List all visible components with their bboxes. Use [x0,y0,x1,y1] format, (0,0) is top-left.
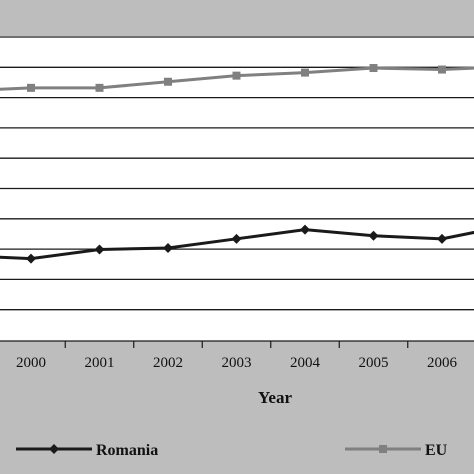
data-point-eu [438,65,446,74]
legend-label-romania: Romania [96,442,158,459]
data-point-eu [369,64,378,73]
x-tick-label: 2001 [85,355,115,371]
data-point-eu [95,83,104,92]
data-point-eu [27,83,35,92]
data-point-eu [301,68,309,77]
legend: Romania EU [16,442,448,459]
data-point-romania [231,233,242,244]
series-lines [0,64,474,264]
gridlines [0,36,474,311]
data-point-eu [164,77,172,86]
x-tick-label: 2000 [16,355,46,371]
x-tick-label: 2006 [427,355,458,371]
data-point-eu [232,71,241,80]
data-point-romania [94,244,105,255]
legend-marker-eu [379,445,387,453]
x-tick-label: 2004 [290,355,321,371]
x-axis: 2000 2001 2002 2003 2004 2005 2006 [0,340,474,371]
x-axis-title: Year [258,388,292,407]
x-tick-label: 2002 [153,355,183,371]
data-point-romania [300,224,310,235]
legend-marker-romania [49,444,59,454]
x-tick-label: 2003 [222,355,252,371]
data-point-romania [368,230,379,241]
data-point-romania [163,242,173,253]
data-point-romania [26,253,36,264]
legend-label-eu: EU [425,442,448,459]
data-point-romania [437,233,447,244]
x-tick-label: 2005 [359,355,389,371]
